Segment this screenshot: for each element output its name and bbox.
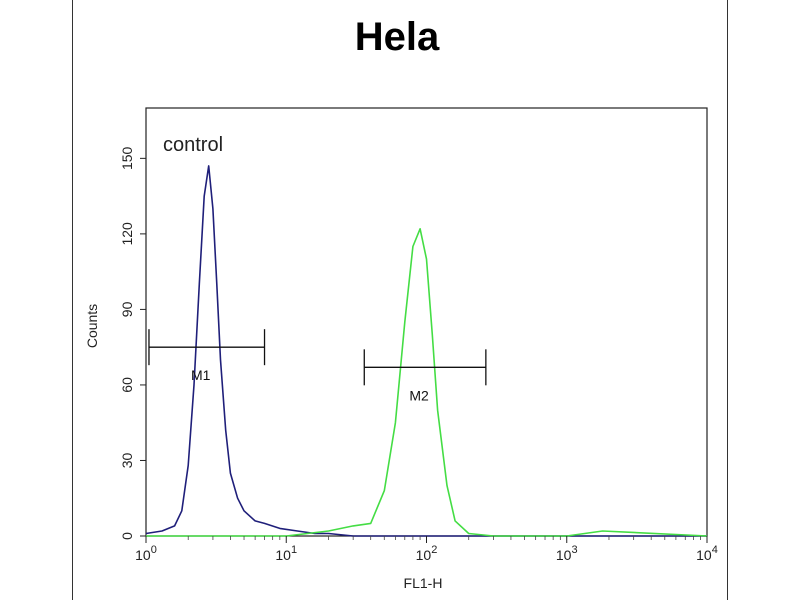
x-tick-exponent: 3 [571, 544, 577, 556]
gate-m2: M2 [363, 349, 487, 403]
x-tick-label: 104 [696, 544, 718, 563]
x-tick-exponent: 4 [712, 544, 718, 556]
x-tick-exponent: 1 [291, 544, 297, 556]
y-tick-label: 60 [119, 377, 135, 393]
y-tick-label: 0 [119, 532, 135, 540]
y-tick-label: 30 [119, 452, 135, 468]
control-annotation: control [163, 134, 223, 156]
gate-m1: M1 [148, 329, 266, 383]
x-tick-exponent: 2 [431, 544, 437, 556]
y-axis: 0 30 60 90 120 150 [119, 146, 146, 540]
y-axis-label: Counts [84, 304, 100, 348]
gate-label: M2 [409, 387, 429, 403]
series-layer [145, 165, 708, 537]
histogram-series-1 [145, 165, 707, 537]
x-tick-label: 100 [135, 544, 157, 563]
x-axis-label: FL1-H [404, 575, 443, 591]
x-tick-base: 10 [135, 547, 151, 563]
y-tick-label: 150 [119, 146, 135, 170]
x-tick-base: 10 [416, 547, 432, 563]
chart-title: Hela [355, 15, 440, 59]
y-tick-label: 120 [119, 222, 135, 246]
figure-panel: Hela M1 M2 0 30 60 90 120 150 100 101 102 103 104 … [72, 0, 728, 600]
x-tick-exponent: 0 [151, 544, 157, 556]
x-tick-label: 103 [556, 544, 578, 563]
x-tick-base: 10 [556, 547, 572, 563]
x-tick-base: 10 [275, 547, 291, 563]
y-tick-label: 90 [119, 301, 135, 317]
histogram-series-2 [146, 228, 708, 537]
x-tick-base: 10 [696, 547, 712, 563]
x-tick-label: 102 [416, 544, 438, 563]
x-axis: 100 101 102 103 104 [135, 536, 718, 563]
gate-label: M1 [191, 367, 211, 383]
gate-layer: M1 M2 [148, 329, 487, 403]
x-tick-label: 101 [275, 544, 297, 563]
